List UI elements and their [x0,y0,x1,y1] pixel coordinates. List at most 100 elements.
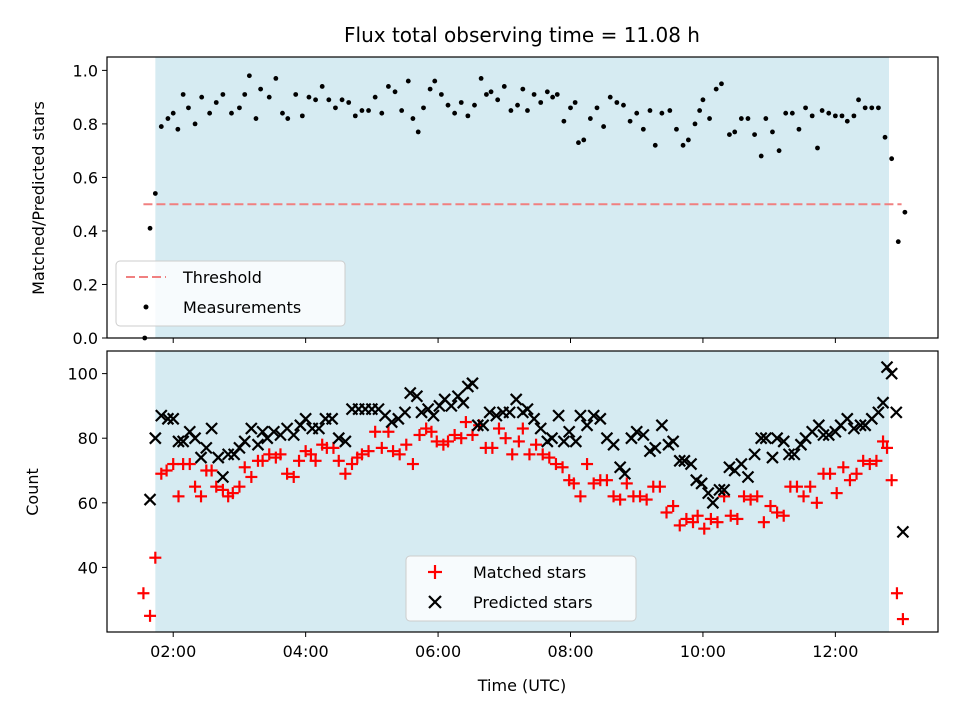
matched-star-point [896,613,909,626]
matched-star-point [556,461,569,474]
matched-star-point [256,454,269,467]
matched-star-point [183,458,196,471]
measurement-point [776,148,782,154]
measurement-point [627,118,633,124]
measurement-point [876,105,881,111]
y-tick-label: 0.4 [73,222,98,241]
top-plot-frame [106,56,939,339]
predicted-star-point [562,425,576,439]
measurement-point [253,116,259,121]
predicted-star-point [754,431,768,445]
predicted-star-point [194,451,208,464]
measurement-point [576,140,581,146]
measurement-point [175,126,181,132]
bottom-legend-box [405,555,637,622]
measurement-point [346,100,352,105]
measurement-point [745,116,751,121]
bottom-panel: 40 60 80 100 02:00 04:00 06:00 08:00 10:00 12:00… [23,350,939,695]
measurement-point [895,239,901,245]
measurement-point [488,89,494,95]
matched-star-point [459,416,472,429]
matched-star-point [425,425,438,438]
matched-star-point [406,458,419,471]
measurement-point [392,89,398,95]
measurement-point [561,118,567,124]
matched-star-point [506,448,519,461]
measurement-point [844,118,850,124]
measurement-point [680,142,686,148]
bottom-y-ticks: 40 60 80 100 [67,365,107,577]
matched-star-point [843,474,856,487]
measurement-point [554,92,560,97]
measurement-point [508,108,514,113]
measurement-point [882,134,888,140]
y-tick-label: 0.2 [73,275,98,294]
measurement-point [531,92,537,97]
matched-star-point [144,609,157,622]
matched-star-point [287,470,300,483]
matched-star-point [777,509,790,522]
matched-star-point [653,480,666,493]
measurements-legend-label: Measurements [183,298,301,317]
matched-star-point [216,483,229,496]
measurements-legend-swatch [143,304,149,310]
measurement-point [594,105,600,111]
measurement-point [621,102,626,108]
matched-star-point [160,464,173,477]
y-tick-label: 0.6 [73,168,98,187]
measurement-point [147,225,153,231]
measurement-point [484,92,489,97]
predicted-star-point [655,419,669,432]
measurement-point [634,110,640,116]
matched-star-point [189,480,202,493]
predicted-star-point [569,435,583,448]
matched-star-point [512,435,525,448]
matched-star-point [281,467,294,480]
predicted-legend-swatch [428,595,442,609]
matched-star-point [885,474,898,487]
top-legend: Threshold Measurements [115,260,346,327]
predicted-star-point [701,486,715,500]
predicted-star-point [618,467,632,481]
measurement-point [607,94,613,100]
measurement-point [306,94,312,100]
measurement-point [165,116,171,121]
matched-star-point [660,506,673,519]
matched-star-point [863,458,876,471]
predicted-star-point [410,389,424,403]
measurement-point [458,100,464,105]
measurement-point [752,132,757,138]
predicted-star-point [890,406,903,419]
x-tick-label: 10:00 [680,642,726,661]
measurement-point [659,110,665,116]
measurement-point [313,97,318,103]
measurement-point [520,86,526,92]
matched-star-point [226,487,239,500]
matched-stars-points [137,416,909,626]
matched-star-point [413,428,426,441]
matched-star-point [304,448,317,461]
bottom-x-axis-label: Time (UTC) [477,676,566,695]
predicted-star-point [794,438,808,451]
threshold-legend-label: Threshold [182,268,262,287]
predicted-star-point [527,412,541,426]
matched-star-point [857,454,870,467]
matched-star-point [369,425,382,438]
matched-star-point [137,587,150,600]
y-tick-label: 40 [78,558,98,577]
matched-legend-swatch [428,565,442,579]
predicted-star-point [782,448,796,461]
matched-star-point [751,490,764,503]
matched-star-point [430,435,443,448]
predicted-star-point [880,360,894,374]
predicted-star-point [521,402,534,416]
predicted-star-point [630,425,643,439]
matched-star-point [830,487,843,500]
matched-star-point [523,448,536,461]
matched-star-point [375,441,388,454]
predicted-star-point [238,435,252,448]
predicted-star-point [188,431,202,445]
predicted-star-point [777,435,790,448]
measurement-point [319,84,325,89]
